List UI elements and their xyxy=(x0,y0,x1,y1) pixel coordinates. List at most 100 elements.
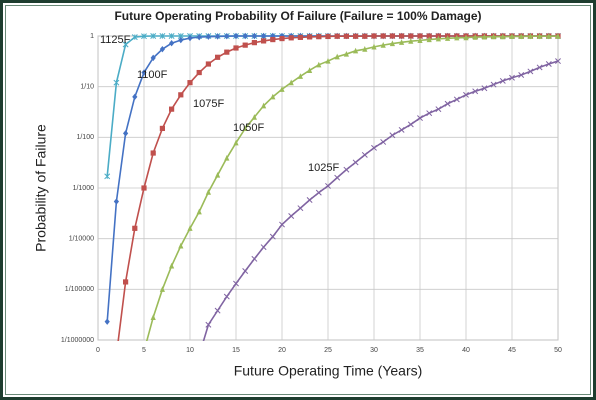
x-tick-label: 20 xyxy=(278,347,286,354)
marker xyxy=(509,74,515,81)
marker xyxy=(316,34,322,40)
marker xyxy=(279,221,285,228)
marker xyxy=(260,244,267,251)
marker xyxy=(398,126,405,133)
marker xyxy=(463,91,469,98)
marker xyxy=(389,132,396,139)
series-label: 1125F xyxy=(100,34,131,46)
marker xyxy=(343,50,349,57)
marker xyxy=(417,115,423,122)
marker xyxy=(242,268,249,274)
marker xyxy=(463,34,469,41)
marker xyxy=(545,61,552,67)
marker xyxy=(288,79,294,86)
marker xyxy=(315,189,322,196)
series-line xyxy=(145,35,558,341)
marker xyxy=(205,61,211,67)
marker xyxy=(132,93,138,101)
marker xyxy=(215,54,221,60)
marker xyxy=(251,40,257,46)
y-axis-label: Probability of Failure xyxy=(33,124,49,252)
series-label: 1025F xyxy=(308,162,339,174)
marker xyxy=(123,279,129,285)
marker xyxy=(297,73,303,79)
x-tick-label: 35 xyxy=(416,347,424,354)
marker xyxy=(214,307,221,314)
marker xyxy=(150,33,157,39)
marker xyxy=(205,33,211,40)
series-line xyxy=(202,60,559,341)
marker xyxy=(316,61,322,68)
plot-area xyxy=(104,32,561,358)
marker xyxy=(233,45,239,51)
marker xyxy=(509,33,515,40)
marker xyxy=(205,189,211,195)
marker xyxy=(417,37,423,43)
marker xyxy=(233,280,239,287)
marker xyxy=(197,353,202,358)
x-tick-label: 5 xyxy=(142,347,146,354)
marker xyxy=(196,69,202,76)
marker xyxy=(518,33,524,40)
x-tick-label: 45 xyxy=(508,347,516,354)
marker xyxy=(325,33,331,40)
marker xyxy=(114,353,119,358)
marker xyxy=(371,43,377,50)
marker xyxy=(113,79,120,86)
marker xyxy=(251,255,258,262)
marker xyxy=(500,33,506,40)
marker xyxy=(407,121,414,128)
y-tick-label: 1/1000000 xyxy=(61,337,94,344)
x-tick-label: 40 xyxy=(462,347,470,354)
marker xyxy=(288,213,295,219)
marker xyxy=(251,32,257,40)
marker xyxy=(187,34,193,42)
y-tick-label: 1/100 xyxy=(76,134,94,141)
y-tick-label: 1/1000 xyxy=(73,185,95,192)
x-tick-label: 25 xyxy=(324,347,332,354)
marker xyxy=(288,35,294,41)
marker xyxy=(353,47,359,54)
x-tick-label: 15 xyxy=(232,347,240,354)
marker xyxy=(187,225,193,231)
marker xyxy=(527,68,534,75)
marker xyxy=(242,125,248,132)
series-label: 1050F xyxy=(233,122,264,134)
marker xyxy=(389,40,395,47)
marker xyxy=(104,173,111,180)
marker xyxy=(150,150,156,156)
marker xyxy=(472,34,478,40)
marker xyxy=(408,38,414,44)
marker xyxy=(150,54,156,62)
y-tick-label: 1/100000 xyxy=(65,286,94,293)
marker xyxy=(168,33,175,39)
y-tick-label: 1 xyxy=(90,33,94,40)
marker xyxy=(334,174,341,181)
marker xyxy=(371,33,377,39)
marker xyxy=(306,197,313,203)
marker xyxy=(251,114,257,120)
marker xyxy=(169,106,175,112)
marker xyxy=(399,33,405,39)
marker xyxy=(196,33,202,41)
marker xyxy=(159,33,166,39)
marker xyxy=(435,106,442,113)
marker xyxy=(343,166,350,173)
marker xyxy=(361,151,368,158)
marker xyxy=(555,33,561,39)
marker xyxy=(362,33,368,39)
marker xyxy=(187,80,193,86)
marker xyxy=(362,46,368,52)
marker xyxy=(490,81,497,88)
x-tick-label: 0 xyxy=(96,347,100,354)
marker xyxy=(242,32,248,40)
marker xyxy=(224,33,230,40)
marker xyxy=(353,33,359,39)
marker xyxy=(178,36,184,44)
marker xyxy=(499,77,506,84)
marker xyxy=(224,49,230,55)
marker xyxy=(297,34,303,40)
marker xyxy=(178,242,184,249)
marker xyxy=(380,33,386,39)
marker xyxy=(307,67,313,73)
